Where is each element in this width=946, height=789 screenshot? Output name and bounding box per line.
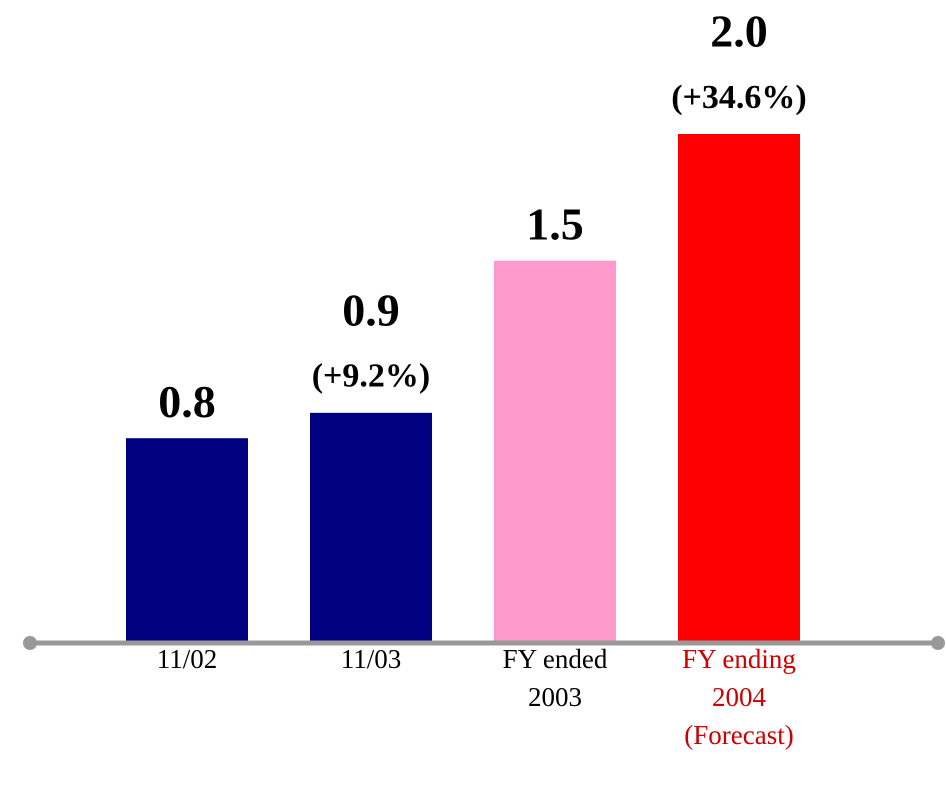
growth-label: (+34.6%)	[671, 79, 807, 116]
bar	[494, 260, 616, 641]
x-tick-label: 11/03	[341, 644, 402, 674]
bar	[310, 412, 432, 641]
x-tick-label: FY ended 2003	[503, 644, 608, 712]
bar	[678, 134, 800, 641]
value-label: 1.5	[526, 198, 584, 249]
value-label: 0.8	[158, 376, 216, 427]
value-label: 0.9	[342, 284, 400, 335]
value-label: 2.0	[710, 6, 768, 57]
baseline-end	[23, 636, 37, 650]
bar	[126, 438, 248, 641]
x-tick-label: 11/02	[157, 644, 218, 674]
x-tick-label: FY ending 2004 (Forecast)	[682, 644, 796, 750]
baseline-end	[931, 636, 945, 650]
growth-label: (+9.2%)	[312, 358, 431, 395]
